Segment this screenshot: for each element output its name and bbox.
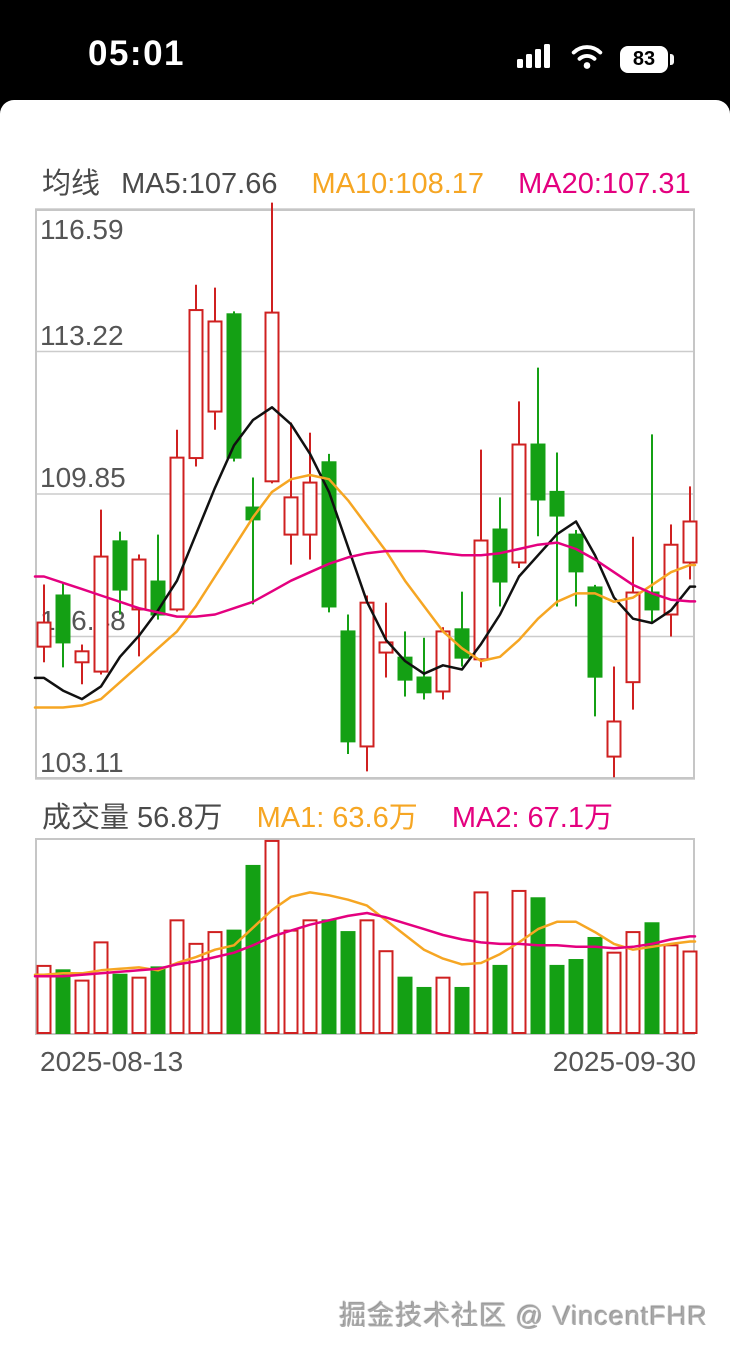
price-ma-legend: 均线 MA5:107.66 MA10:108.17 MA20:107.31	[42, 160, 691, 202]
y-axis-label: 113.22	[40, 319, 124, 351]
ma20-value: MA20:107.31	[518, 168, 691, 200]
status-time: 05:01	[88, 34, 186, 73]
y-axis-label: 116.59	[40, 214, 124, 245]
volume-chart[interactable]	[33, 838, 698, 1035]
volume-ma-legend: 成交量 56.8万 MA1: 63.6万 MA2: 67.1万	[42, 794, 613, 836]
status-icons: 83	[517, 43, 674, 75]
y-axis-label: 106.48	[40, 604, 126, 636]
end-date-label: 2025-09-30	[552, 1046, 696, 1077]
ma10-value: MA10:108.17	[311, 168, 485, 200]
y-axis-label: 109.85	[40, 462, 126, 493]
volume-value: 成交量 56.8万	[42, 802, 223, 834]
watermark: 掘金技术社区 @ VincentFHR	[339, 1301, 708, 1331]
battery-nub	[670, 53, 674, 65]
status-bar: 05:01 83	[0, 0, 730, 100]
cellular-signal-icon	[517, 43, 554, 75]
start-date-label: 2025-08-13	[40, 1046, 184, 1077]
volume-ma2-value: MA2: 67.1万	[451, 802, 613, 834]
wifi-icon	[569, 43, 605, 75]
price-y-axis-labels: 116.59 113.22 109.85 106.48 103.11	[35, 209, 695, 779]
y-axis-label: 103.11	[40, 747, 124, 778]
x-axis-date-range: 2025-08-13 2025-09-30	[40, 1046, 696, 1078]
volume-ma1-value: MA1: 63.6万	[256, 802, 418, 834]
ma-legend-title: 均线	[42, 168, 101, 200]
battery-icon: 83	[620, 45, 674, 73]
ma5-value: MA5:107.66	[121, 168, 278, 200]
chart-page: 均线 MA5:107.66 MA10:108.17 MA20:107.31 11…	[0, 100, 730, 1348]
candlestick-chart[interactable]: 116.59 113.22 109.85 106.48 103.11	[33, 202, 698, 780]
battery-percent: 83	[632, 47, 656, 70]
